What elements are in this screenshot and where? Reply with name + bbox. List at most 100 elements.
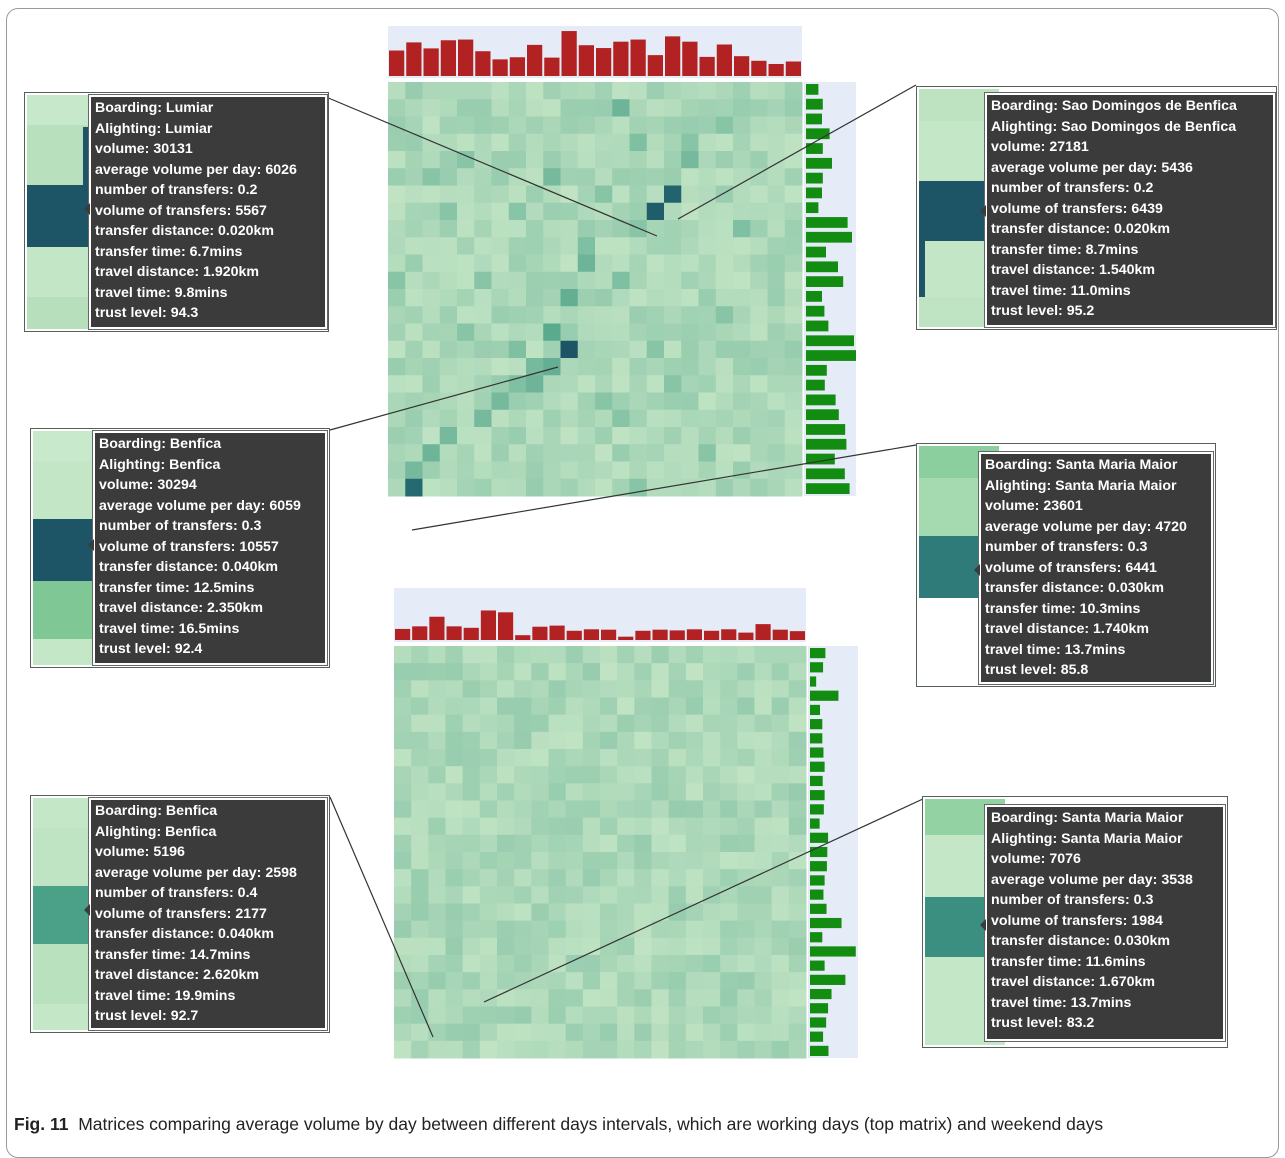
heatmap-cell	[737, 920, 755, 939]
heatmap-cell	[565, 783, 584, 801]
heatmap-cell	[767, 478, 786, 497]
heatmap-cell	[681, 82, 699, 100]
heatmap-cell	[595, 151, 613, 169]
heatmap-cell	[411, 972, 429, 990]
heatmap-cell	[526, 289, 544, 307]
heatmap-cell	[737, 1006, 755, 1025]
heatmap-cell	[784, 306, 803, 324]
heatmap-cell	[479, 800, 498, 819]
heatmap-cell	[565, 749, 584, 767]
heatmap-cell	[703, 697, 721, 716]
heatmap-cell	[733, 323, 751, 342]
heatmap-cell	[646, 358, 665, 376]
column-total-bar	[395, 628, 411, 640]
heatmap-cell	[457, 444, 475, 462]
row-total-bar	[810, 761, 825, 772]
column-total-bar	[440, 40, 456, 76]
heatmap-cell	[720, 972, 738, 990]
heatmap-cell	[651, 731, 670, 750]
heatmap-cell	[582, 1040, 601, 1059]
tooltip-line: transfer distance: 0.040km	[95, 926, 275, 942]
heatmap-cell	[439, 237, 458, 255]
heatmap-cell	[664, 202, 682, 221]
heatmap-cell	[668, 972, 687, 990]
heatmap-cell	[405, 461, 423, 480]
heatmap-cell	[411, 731, 429, 750]
heatmap-cell	[514, 852, 532, 870]
heatmap-cell	[560, 168, 579, 186]
heatmap-cell	[474, 461, 492, 480]
heatmap-cell	[733, 358, 751, 376]
heatmap-cell	[439, 478, 458, 497]
heatmap-cell	[788, 749, 807, 767]
heatmap-cell	[411, 800, 429, 819]
heatmap-cell	[612, 323, 630, 342]
heatmap-cell	[462, 783, 481, 801]
heatmap-cell	[646, 392, 665, 411]
heatmap-cell	[474, 99, 492, 117]
heatmap-cell	[405, 99, 423, 117]
heatmap-cell	[394, 697, 412, 716]
heatmap-cell	[720, 834, 738, 853]
heatmap-cell	[577, 375, 596, 393]
heatmap-cell	[737, 955, 755, 973]
heatmap-cell	[582, 937, 601, 956]
heatmap-cell	[543, 237, 561, 255]
heatmap-cell	[737, 989, 755, 1007]
heatmap-cell	[681, 306, 699, 324]
heatmap-cell	[733, 478, 751, 497]
heatmap-cell	[445, 663, 464, 681]
heatmap-cell	[479, 972, 498, 990]
heatmap-cell	[457, 306, 475, 324]
heatmap-cell	[617, 731, 635, 750]
tooltip-line: Alighting: Sao Domingos de Benfica	[991, 118, 1237, 135]
heatmap-cell	[612, 375, 630, 393]
heatmap-cell	[582, 920, 601, 939]
heatmap-cell	[548, 766, 567, 784]
heatmap-cell	[634, 852, 652, 870]
heatmap-cell	[445, 714, 464, 733]
heatmap-cell	[720, 937, 738, 956]
heatmap-cell	[560, 202, 579, 221]
tooltip-line: transfer time: 12.5mins	[99, 579, 255, 596]
heatmap-cell	[582, 972, 601, 990]
heatmap-cell	[646, 168, 665, 186]
heatmap-cell	[737, 697, 755, 716]
heatmap-cell	[664, 254, 682, 273]
heatmap-cell	[565, 817, 584, 836]
heatmap-cell	[767, 254, 786, 273]
row-total-bar	[806, 187, 822, 199]
column-total-bar	[635, 630, 651, 640]
heatmap-cell	[474, 254, 492, 273]
tooltip-line: trust level: 92.4	[99, 641, 203, 657]
heatmap-cell	[651, 920, 670, 939]
heatmap-cell	[474, 116, 492, 135]
heatmap-cell	[664, 375, 682, 393]
heatmap-cell	[526, 427, 544, 445]
heatmap-cell	[685, 697, 704, 716]
heatmap-cell	[651, 766, 670, 784]
row-total-bar	[806, 113, 822, 125]
tooltip-line: Boarding: Santa Maria Maior	[985, 457, 1178, 473]
heatmap-cell	[720, 869, 738, 887]
heatmap-cell	[771, 972, 790, 990]
heatmap-cell	[428, 1006, 446, 1025]
heatmap-cell	[600, 714, 618, 733]
heatmap-cell	[514, 903, 532, 922]
heatmap-cell	[422, 323, 441, 342]
heatmap-cell	[474, 133, 492, 152]
heatmap-cell	[720, 766, 738, 784]
heatmap-cell	[595, 409, 613, 428]
heatmap-cell	[577, 478, 596, 497]
heatmap-cell	[479, 852, 498, 870]
heatmap-cell	[754, 663, 773, 681]
tooltip-line: volume of transfers: 6439	[991, 200, 1163, 217]
heatmap-cell	[612, 409, 630, 428]
row-total-bar	[806, 291, 822, 302]
heatmap-cell	[497, 955, 515, 973]
heatmap-cell	[784, 254, 803, 273]
heatmap-cell	[479, 783, 498, 801]
heatmap-cell	[531, 817, 549, 836]
heatmap-cell	[664, 116, 682, 135]
heatmap-cell	[651, 714, 670, 733]
